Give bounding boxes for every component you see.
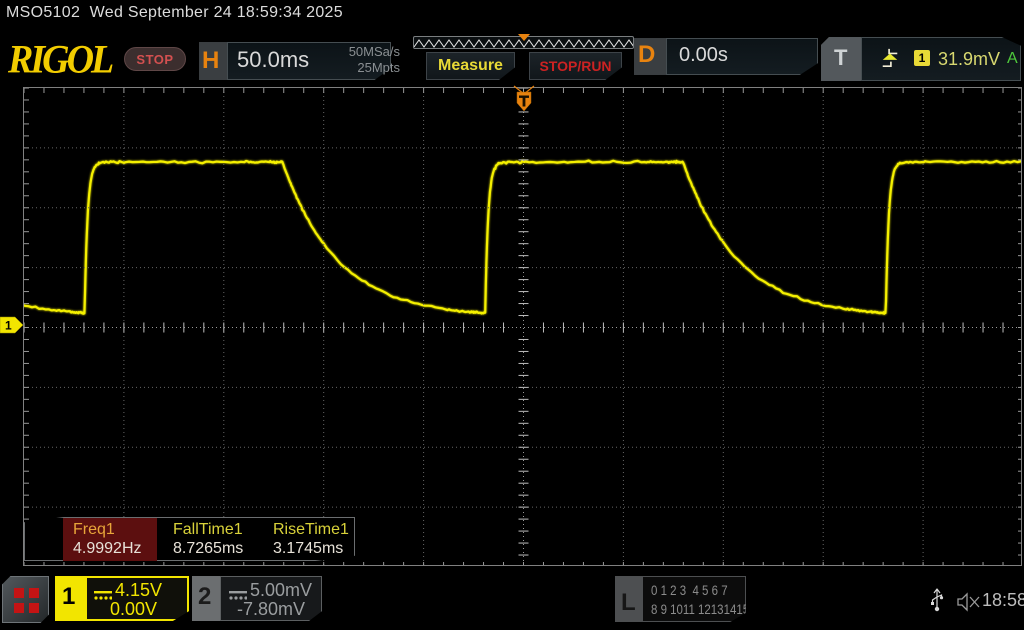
- svg-text:1: 1: [5, 319, 12, 333]
